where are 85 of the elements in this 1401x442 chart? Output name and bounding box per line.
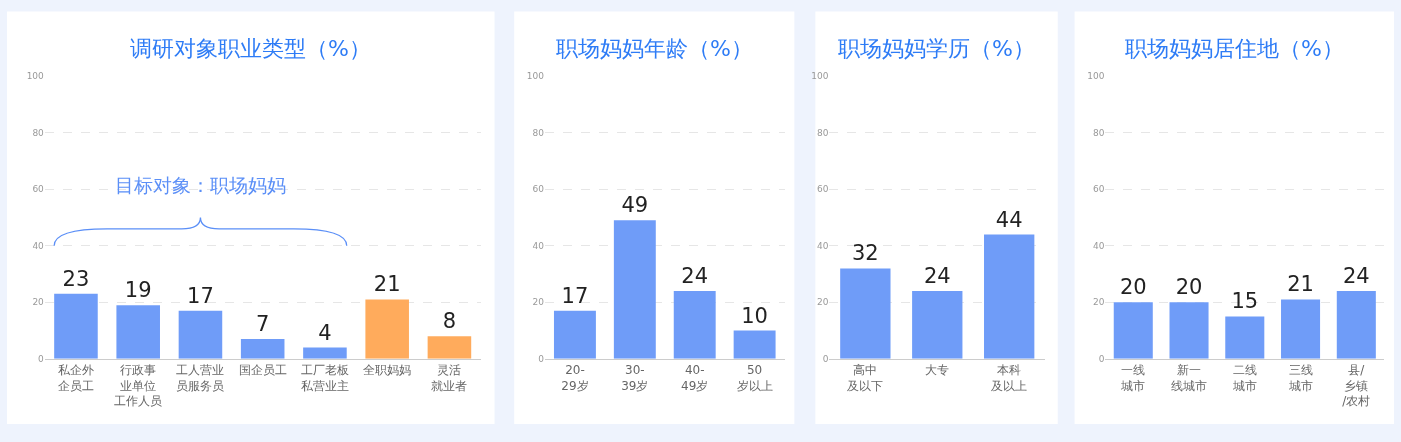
y-tick-label: 80 — [32, 127, 45, 138]
data-label: 24 — [923, 264, 951, 288]
x-tick-label: 40-49岁 — [681, 363, 709, 393]
x-tick-label: 三线城市 — [1287, 363, 1313, 393]
bar — [54, 293, 98, 359]
data-label: 21 — [373, 272, 401, 297]
bar — [1169, 302, 1209, 359]
data-label: 8 — [442, 309, 457, 334]
data-label: 10 — [741, 303, 768, 328]
data-label: 24 — [681, 264, 709, 288]
data-label: 19 — [124, 278, 152, 303]
y-tick-label: 100 — [526, 71, 545, 82]
x-tick-label: 30-39岁 — [621, 363, 649, 393]
y-tick-label: 40 — [32, 240, 45, 251]
y-tick-label: 20 — [532, 297, 545, 308]
y-tick-label: 80 — [816, 127, 829, 138]
bar — [553, 310, 596, 359]
chart-title: 职场妈妈学历（%） — [838, 36, 1035, 61]
x-tick-label: 县/乡镇/农村 — [1342, 363, 1371, 409]
y-tick-label: 60 — [816, 184, 829, 195]
x-tick-label: 20-29岁 — [561, 363, 589, 393]
bar — [1336, 291, 1376, 359]
data-label: 15 — [1231, 289, 1259, 314]
x-tick-label: 行政事业单位工作人员 — [114, 363, 163, 409]
y-tick-label: 40 — [532, 240, 545, 251]
data-label: 17 — [187, 283, 214, 308]
y-tick-label: 20 — [1092, 297, 1105, 308]
y-tick-label: 80 — [532, 127, 545, 138]
bar — [427, 336, 472, 359]
x-tick-label: 工厂老板私营业主 — [300, 363, 349, 393]
x-tick-label: 新一线城市 — [1171, 363, 1208, 393]
y-tick-label: 0 — [38, 353, 45, 364]
x-tick-label: 二线城市 — [1231, 363, 1257, 393]
y-tick-label: 20 — [32, 297, 45, 308]
bar — [116, 305, 160, 359]
data-label: 23 — [62, 266, 90, 291]
data-label: 7 — [256, 312, 270, 337]
x-tick-label: 50岁以上 — [736, 363, 773, 393]
bar — [912, 291, 963, 359]
data-label: 20 — [1119, 275, 1147, 300]
y-tick-label: 60 — [32, 184, 45, 195]
data-label: 49 — [621, 193, 649, 218]
data-label: 20 — [1175, 275, 1203, 300]
data-label: 24 — [1342, 264, 1370, 288]
data-label: 21 — [1287, 272, 1314, 297]
data-label: 17 — [561, 283, 589, 308]
bar — [613, 220, 656, 359]
bar — [365, 299, 409, 359]
bar — [1225, 316, 1265, 359]
bar — [240, 339, 285, 359]
bar — [840, 268, 891, 359]
x-tick-label: 国企员工 — [238, 363, 287, 378]
y-tick-label: 100 — [811, 71, 829, 82]
y-tick-label: 80 — [1092, 127, 1105, 138]
bar — [733, 330, 776, 359]
bar — [984, 234, 1035, 359]
y-tick-label: 60 — [1092, 184, 1105, 195]
y-tick-label: 40 — [816, 240, 829, 251]
bar — [1113, 302, 1153, 359]
y-tick-label: 20 — [816, 297, 829, 308]
data-label: 44 — [995, 207, 1023, 232]
data-label: 4 — [318, 320, 332, 345]
chart-title: 调研对象职业类型（%） — [130, 36, 371, 61]
y-tick-label: 0 — [538, 353, 545, 364]
x-tick-label: 一线城市 — [1120, 363, 1146, 393]
x-tick-label: 私企外企员工 — [57, 363, 94, 393]
y-tick-label: 40 — [1092, 240, 1105, 251]
data-label: 32 — [851, 241, 879, 266]
bar — [1281, 299, 1321, 359]
x-tick-label: 全职妈妈 — [363, 363, 412, 378]
chart-title: 职场妈妈年龄（%） — [556, 36, 753, 61]
x-tick-label: 工人营业员服务员 — [176, 363, 225, 393]
y-tick-label: 0 — [822, 353, 829, 364]
x-tick-label: 高中及以下 — [847, 363, 884, 393]
y-tick-label: 60 — [532, 184, 545, 195]
annotation: 目标对象：职场妈妈 — [115, 174, 286, 196]
bar — [178, 310, 223, 359]
y-tick-label: 100 — [26, 71, 45, 82]
y-tick-label: 100 — [1087, 71, 1105, 82]
x-tick-label: 灵活就业者 — [431, 363, 468, 393]
y-tick-label: 0 — [1098, 353, 1105, 364]
chart-title: 职场妈妈居住地（%） — [1125, 36, 1344, 61]
x-tick-label: 大专 — [925, 363, 950, 378]
bar — [673, 291, 716, 359]
x-tick-label: 本科及以上 — [991, 363, 1028, 393]
